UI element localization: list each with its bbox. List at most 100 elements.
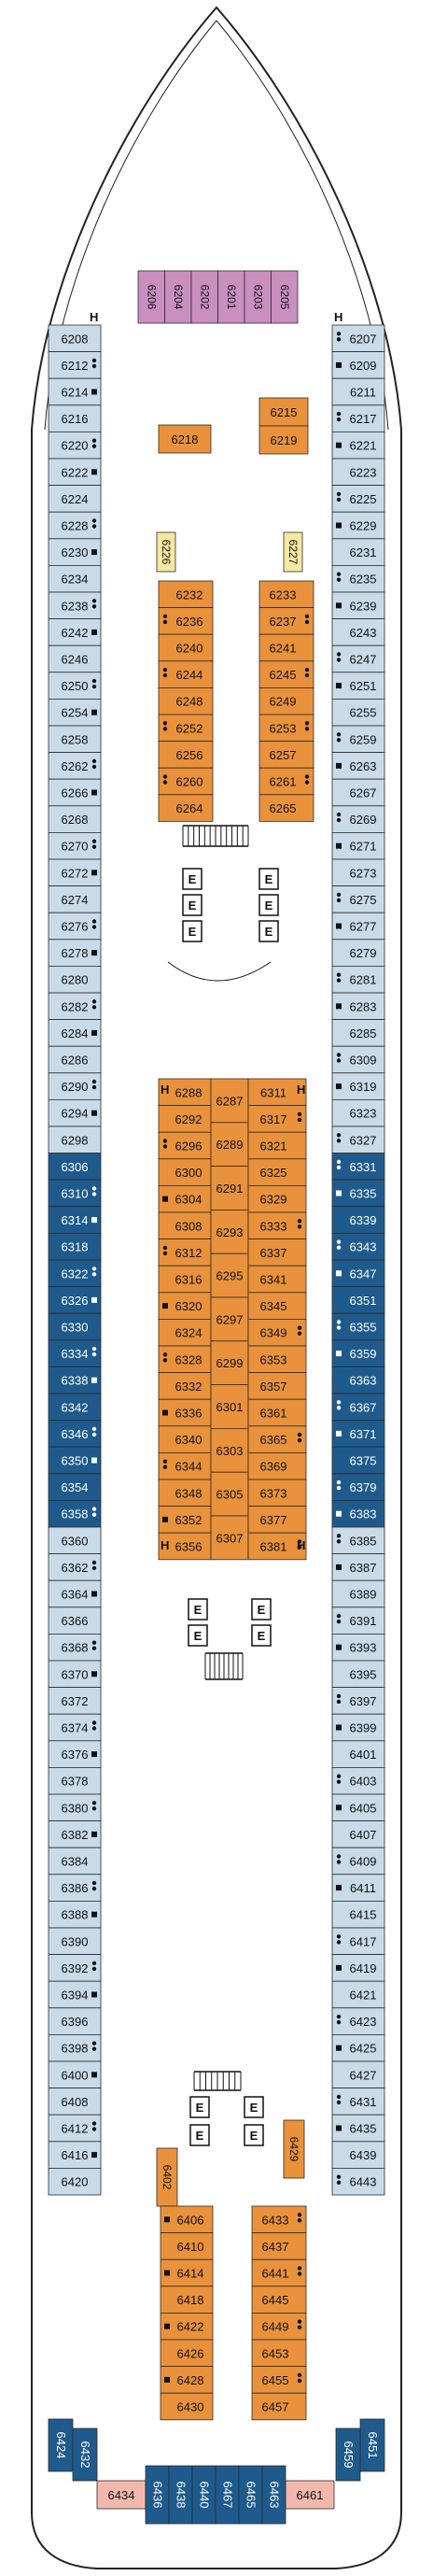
cabin-6451[interactable]: 6451 bbox=[359, 2418, 385, 2472]
cabin-6348[interactable]: 6348 bbox=[158, 1479, 212, 1507]
cabin-6323[interactable]: 6323 bbox=[331, 1099, 385, 1127]
cabin-6310[interactable]: 6310 bbox=[48, 1179, 102, 1208]
cabin-6378[interactable]: 6378 bbox=[48, 1767, 102, 1795]
cabin-6340[interactable]: 6340 bbox=[158, 1425, 212, 1453]
cabin-6459[interactable]: 6459 bbox=[335, 2427, 361, 2482]
cabin-6212[interactable]: 6212 bbox=[48, 351, 102, 379]
cabin-6286[interactable]: 6286 bbox=[48, 1045, 102, 1074]
cabin-6247[interactable]: 6247 bbox=[331, 644, 385, 673]
cabin-6258[interactable]: 6258 bbox=[48, 725, 102, 754]
cabin-6204[interactable]: 6204 bbox=[164, 270, 192, 324]
cabin-6433[interactable]: 6433 bbox=[251, 2205, 307, 2234]
cabin-6271[interactable]: 6271 bbox=[331, 832, 385, 860]
cabin-6297[interactable]: 6297 bbox=[210, 1296, 249, 1342]
cabin-6289[interactable]: 6289 bbox=[210, 1122, 249, 1168]
cabin-6346[interactable]: 6346 bbox=[48, 1420, 102, 1448]
cabin-6354[interactable]: 6354 bbox=[48, 1473, 102, 1501]
cabin-6360[interactable]: 6360 bbox=[48, 1526, 102, 1555]
cabin-6295[interactable]: 6295 bbox=[210, 1253, 249, 1298]
cabin-6243[interactable]: 6243 bbox=[331, 618, 385, 646]
cabin-6436[interactable]: 6436 bbox=[145, 2465, 170, 2525]
cabin-6342[interactable]: 6342 bbox=[48, 1393, 102, 1422]
cabin-6283[interactable]: 6283 bbox=[331, 992, 385, 1021]
cabin-6329[interactable]: 6329 bbox=[247, 1185, 307, 1213]
cabin-6334[interactable]: 6334 bbox=[48, 1339, 102, 1367]
cabin-6233[interactable]: 6233 bbox=[258, 580, 314, 609]
cabin-6250[interactable]: 6250 bbox=[48, 672, 102, 700]
cabin-6276[interactable]: 6276 bbox=[48, 912, 102, 941]
cabin-6307[interactable]: 6307 bbox=[210, 1515, 249, 1561]
cabin-6361[interactable]: 6361 bbox=[247, 1398, 307, 1427]
cabin-6434[interactable]: 6434 bbox=[96, 2480, 147, 2510]
cabin-6375[interactable]: 6375 bbox=[331, 1446, 385, 1475]
cabin-6265[interactable]: 6265 bbox=[258, 794, 314, 822]
cabin-6388[interactable]: 6388 bbox=[48, 1901, 102, 1929]
cabin-6202[interactable]: 6202 bbox=[190, 270, 218, 324]
cabin-6321[interactable]: 6321 bbox=[247, 1131, 307, 1160]
cabin-6208[interactable]: 6208 bbox=[48, 324, 102, 353]
cabin-6231[interactable]: 6231 bbox=[331, 538, 385, 566]
cabin-6373[interactable]: 6373 bbox=[247, 1479, 307, 1507]
cabin-6465[interactable]: 6465 bbox=[238, 2465, 263, 2525]
cabin-6228[interactable]: 6228 bbox=[48, 511, 102, 540]
cabin-6300[interactable]: 6300 bbox=[158, 1158, 212, 1186]
cabin-6438[interactable]: 6438 bbox=[168, 2465, 193, 2525]
cabin-6397[interactable]: 6397 bbox=[331, 1687, 385, 1715]
cabin-6249[interactable]: 6249 bbox=[258, 687, 314, 715]
cabin-6282[interactable]: 6282 bbox=[48, 992, 102, 1021]
cabin-6367[interactable]: 6367 bbox=[331, 1393, 385, 1422]
cabin-6292[interactable]: 6292 bbox=[158, 1105, 212, 1133]
cabin-6396[interactable]: 6396 bbox=[48, 2007, 102, 2035]
cabin-6272[interactable]: 6272 bbox=[48, 858, 102, 887]
cabin-6372[interactable]: 6372 bbox=[48, 1687, 102, 1715]
cabin-6275[interactable]: 6275 bbox=[331, 885, 385, 913]
cabin-6380[interactable]: 6380 bbox=[48, 1793, 102, 1822]
cabin-6252[interactable]: 6252 bbox=[158, 714, 214, 743]
cabin-6253[interactable]: 6253 bbox=[258, 714, 314, 743]
cabin-6259[interactable]: 6259 bbox=[331, 725, 385, 754]
cabin-6440[interactable]: 6440 bbox=[191, 2465, 216, 2525]
cabin-6363[interactable]: 6363 bbox=[331, 1366, 385, 1394]
cabin-6423[interactable]: 6423 bbox=[331, 2007, 385, 2035]
cabin-6402[interactable]: 6402 bbox=[156, 2147, 178, 2207]
cabin-6381[interactable]: 6381 bbox=[247, 1532, 307, 1561]
cabin-6415[interactable]: 6415 bbox=[331, 1901, 385, 1929]
cabin-6305[interactable]: 6305 bbox=[210, 1471, 249, 1517]
cabin-6429[interactable]: 6429 bbox=[283, 2119, 305, 2179]
cabin-6332[interactable]: 6332 bbox=[158, 1372, 212, 1400]
cabin-6336[interactable]: 6336 bbox=[158, 1398, 212, 1427]
cabin-6331[interactable]: 6331 bbox=[331, 1153, 385, 1181]
cabin-6398[interactable]: 6398 bbox=[48, 2033, 102, 2062]
cabin-6234[interactable]: 6234 bbox=[48, 565, 102, 593]
cabin-6217[interactable]: 6217 bbox=[331, 404, 385, 432]
cabin-6205[interactable]: 6205 bbox=[271, 270, 299, 324]
cabin-6267[interactable]: 6267 bbox=[331, 778, 385, 807]
cabin-6224[interactable]: 6224 bbox=[48, 485, 102, 513]
cabin-6347[interactable]: 6347 bbox=[331, 1259, 385, 1288]
cabin-6426[interactable]: 6426 bbox=[160, 2339, 214, 2368]
cabin-6290[interactable]: 6290 bbox=[48, 1072, 102, 1100]
cabin-6421[interactable]: 6421 bbox=[331, 1980, 385, 2009]
cabin-6245[interactable]: 6245 bbox=[258, 660, 314, 688]
cabin-6406[interactable]: 6406 bbox=[160, 2205, 214, 2234]
cabin-6418[interactable]: 6418 bbox=[160, 2286, 214, 2314]
cabin-6209[interactable]: 6209 bbox=[331, 351, 385, 379]
cabin-6264[interactable]: 6264 bbox=[158, 794, 214, 822]
cabin-6385[interactable]: 6385 bbox=[331, 1526, 385, 1555]
cabin-6467[interactable]: 6467 bbox=[215, 2465, 240, 2525]
cabin-6219[interactable]: 6219 bbox=[258, 425, 309, 455]
cabin-6327[interactable]: 6327 bbox=[331, 1125, 385, 1154]
cabin-6261[interactable]: 6261 bbox=[258, 767, 314, 796]
cabin-6339[interactable]: 6339 bbox=[331, 1206, 385, 1234]
cabin-6223[interactable]: 6223 bbox=[331, 458, 385, 487]
cabin-6304[interactable]: 6304 bbox=[158, 1185, 212, 1213]
cabin-6427[interactable]: 6427 bbox=[331, 2060, 385, 2089]
cabin-6312[interactable]: 6312 bbox=[158, 1238, 212, 1267]
cabin-6366[interactable]: 6366 bbox=[48, 1606, 102, 1635]
cabin-6390[interactable]: 6390 bbox=[48, 1927, 102, 1956]
cabin-6443[interactable]: 6443 bbox=[331, 2167, 385, 2196]
cabin-6328[interactable]: 6328 bbox=[158, 1345, 212, 1374]
cabin-6281[interactable]: 6281 bbox=[331, 966, 385, 994]
cabin-6226[interactable]: 6226 bbox=[156, 531, 176, 573]
cabin-6203[interactable]: 6203 bbox=[244, 270, 272, 324]
